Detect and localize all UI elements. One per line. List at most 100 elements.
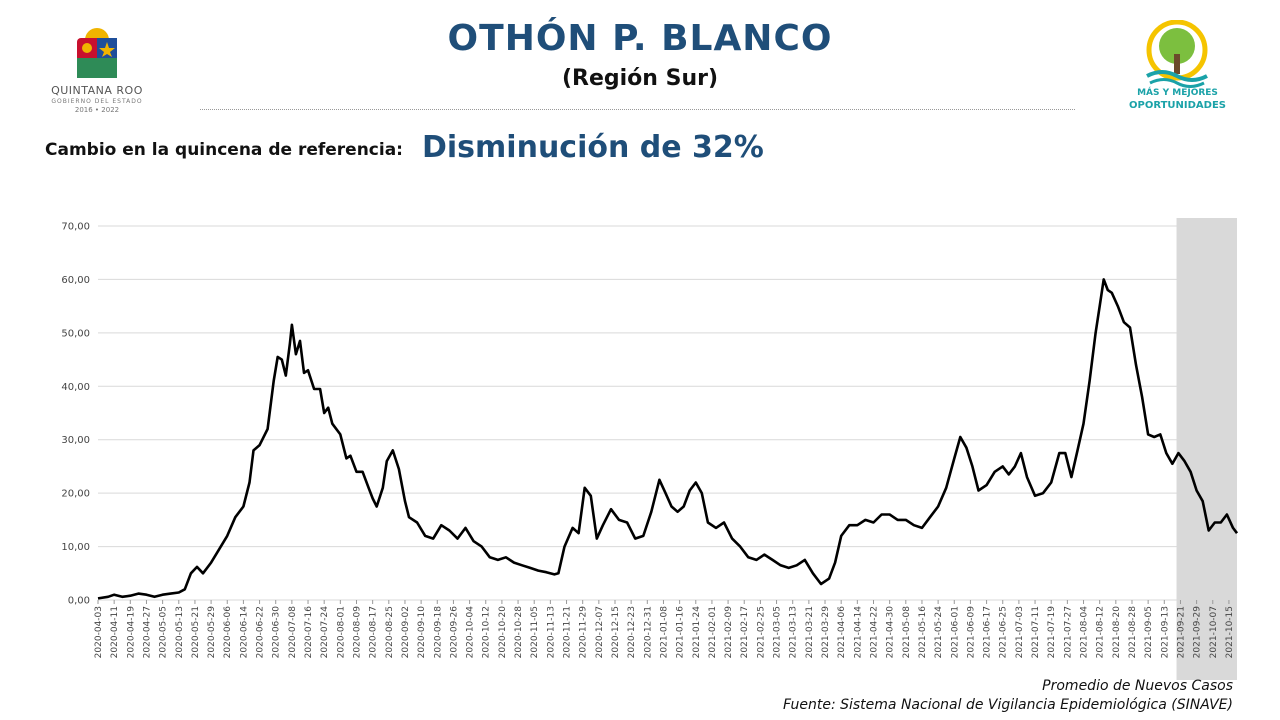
x-tick-label: 2020-11-29 <box>579 606 589 659</box>
slogan-line-1: MÁS Y MEJORES <box>1137 88 1218 98</box>
y-tick-label: 40,00 <box>61 382 90 393</box>
x-tick-label: 2020-12-07 <box>595 606 605 658</box>
x-tick-label: 2020-09-26 <box>449 606 459 659</box>
x-tick-label: 2021-02-17 <box>740 606 750 658</box>
x-tick-label: 2021-10-07 <box>1209 606 1219 658</box>
y-tick-label: 20,00 <box>61 489 90 500</box>
y-tick-label: 50,00 <box>61 328 90 339</box>
x-tick-label: 2020-08-17 <box>369 606 379 658</box>
x-tick-label: 2021-04-06 <box>837 606 847 659</box>
recent-period-shade <box>1176 218 1237 680</box>
x-tick-label: 2020-12-23 <box>627 606 637 658</box>
x-tick-label: 2021-02-01 <box>708 606 718 658</box>
x-tick-label: 2021-06-17 <box>983 606 993 658</box>
x-tick-label: 2021-08-20 <box>1112 606 1122 659</box>
x-tick-label: 2021-03-05 <box>773 606 783 658</box>
x-tick-label: 2020-05-05 <box>159 606 169 658</box>
x-tick-label: 2021-07-19 <box>1047 606 1057 659</box>
x-tick-label: 2020-10-20 <box>498 606 508 659</box>
x-tick-label: 2020-06-06 <box>223 606 233 659</box>
x-tick-label: 2021-07-03 <box>1015 606 1025 658</box>
x-tick-label: 2020-10-04 <box>466 606 476 659</box>
x-tick-label: 2020-07-16 <box>304 606 314 659</box>
x-tick-label: 2020-12-31 <box>643 606 653 658</box>
cases-line-chart: 0,0010,0020,0030,0040,0050,0060,0070,00 … <box>61 218 1239 680</box>
state-years: 2016 • 2022 <box>74 106 120 114</box>
x-tick-label: 2021-09-05 <box>1144 606 1154 658</box>
x-tick-label: 2021-05-08 <box>902 606 912 659</box>
x-tick-label: 2021-10-15 <box>1225 606 1235 658</box>
x-tick-label: 2021-05-24 <box>934 606 944 659</box>
x-tick-label: 2021-08-04 <box>1080 606 1090 659</box>
x-tick-label: 2020-04-19 <box>126 606 136 659</box>
chart-grid <box>98 225 1237 601</box>
x-tick-label: 2020-09-18 <box>433 606 443 659</box>
page-subtitle: (Región Sur) <box>561 66 719 91</box>
x-tick-label: 2021-04-30 <box>886 606 896 659</box>
x-tick-label: 2021-02-25 <box>756 606 766 658</box>
x-tick-label: 2020-04-11 <box>110 606 120 658</box>
x-tick-label: 2021-07-11 <box>1031 606 1041 658</box>
x-tick-label: 2020-12-15 <box>611 606 621 658</box>
change-value: Disminución de 32% <box>422 130 764 165</box>
x-tick-label: 2021-07-27 <box>1063 606 1073 658</box>
x-tick-label: 2021-01-08 <box>659 606 669 659</box>
x-tick-label: 2020-08-25 <box>385 606 395 658</box>
y-tick-label: 0,00 <box>68 596 90 607</box>
x-tick-label: 2020-05-29 <box>207 606 217 659</box>
x-tick-label: 2020-11-13 <box>546 606 556 658</box>
x-tick-label: 2021-01-16 <box>676 606 686 659</box>
x-tick-label: 2021-09-21 <box>1176 606 1186 658</box>
x-tick-label: 2020-04-27 <box>142 606 152 658</box>
state-logo: QUINTANA ROO GOBIERNO DEL ESTADO 2016 • … <box>42 20 152 114</box>
x-tick-label: 2020-06-22 <box>256 606 266 658</box>
x-tick-label: 2021-09-29 <box>1193 606 1203 659</box>
x-tick-label: 2020-04-03 <box>94 606 104 658</box>
slogan-line-2: OPORTUNIDADES <box>1129 100 1226 111</box>
x-tick-label: 2020-06-14 <box>239 606 249 659</box>
slogan-logo: MÁS Y MEJORES OPORTUNIDADES <box>1120 20 1235 115</box>
header-divider <box>200 109 1075 110</box>
y-tick-label: 10,00 <box>61 542 90 553</box>
x-tick-label: 2021-03-13 <box>789 606 799 658</box>
x-tick-label: 2020-11-05 <box>530 606 540 658</box>
x-tick-label: 2021-03-21 <box>805 606 815 658</box>
x-tick-label: 2021-04-22 <box>869 606 879 658</box>
x-tick-label: 2020-10-28 <box>514 606 524 659</box>
x-axis-ticks: 2020-04-03 2020-04-11 2020-04-19 2020-04-27… <box>94 600 1235 658</box>
x-tick-label: 2020-07-24 <box>320 606 330 659</box>
x-tick-label: 2021-06-01 <box>950 606 960 658</box>
state-coat-of-arms-icon <box>77 28 117 78</box>
x-tick-label: 2021-05-16 <box>918 606 928 659</box>
y-tick-label: 70,00 <box>61 222 90 233</box>
page-title: OTHÓN P. BLANCO <box>447 18 833 59</box>
y-axis-ticks: 0,00 10,00 20,00 30,00 40,00 50,00 60,00 70,00 <box>61 222 90 607</box>
series-line <box>97 278 1239 600</box>
x-tick-label: 2021-03-29 <box>821 606 831 659</box>
x-tick-label: 2020-11-21 <box>563 606 573 658</box>
x-tick-label: 2021-04-14 <box>853 606 863 659</box>
state-name: QUINTANA ROO <box>51 84 143 97</box>
tree-sun-logo-icon <box>1146 20 1208 88</box>
x-tick-label: 2020-08-01 <box>336 606 346 658</box>
x-tick-label: 2021-01-24 <box>692 606 702 659</box>
x-tick-label: 2020-08-09 <box>352 606 362 659</box>
x-tick-label: 2020-10-12 <box>482 606 492 658</box>
change-label: Cambio en la quincena de referencia: <box>45 140 403 160</box>
x-tick-label: 2021-02-09 <box>724 606 734 659</box>
x-tick-label: 2020-09-10 <box>417 606 427 659</box>
x-tick-label: 2021-09-13 <box>1160 606 1170 658</box>
y-tick-label: 60,00 <box>61 275 90 286</box>
x-tick-label: 2021-08-12 <box>1096 606 1106 658</box>
y-tick-label: 30,00 <box>61 435 90 446</box>
source-caption: Fuente: Sistema Nacional de Vigilancia E… <box>783 697 1233 713</box>
series-caption: Promedio de Nuevos Casos <box>1042 678 1233 694</box>
x-tick-label: 2021-06-25 <box>999 606 1009 658</box>
state-government-label: GOBIERNO DEL ESTADO <box>51 98 143 105</box>
x-tick-label: 2020-05-13 <box>175 606 185 658</box>
x-tick-label: 2020-07-08 <box>288 606 298 659</box>
x-tick-label: 2020-05-21 <box>191 606 201 658</box>
x-tick-label: 2020-09-02 <box>401 606 411 658</box>
x-tick-label: 2020-06-30 <box>272 606 282 659</box>
x-tick-label: 2021-08-28 <box>1128 606 1138 659</box>
